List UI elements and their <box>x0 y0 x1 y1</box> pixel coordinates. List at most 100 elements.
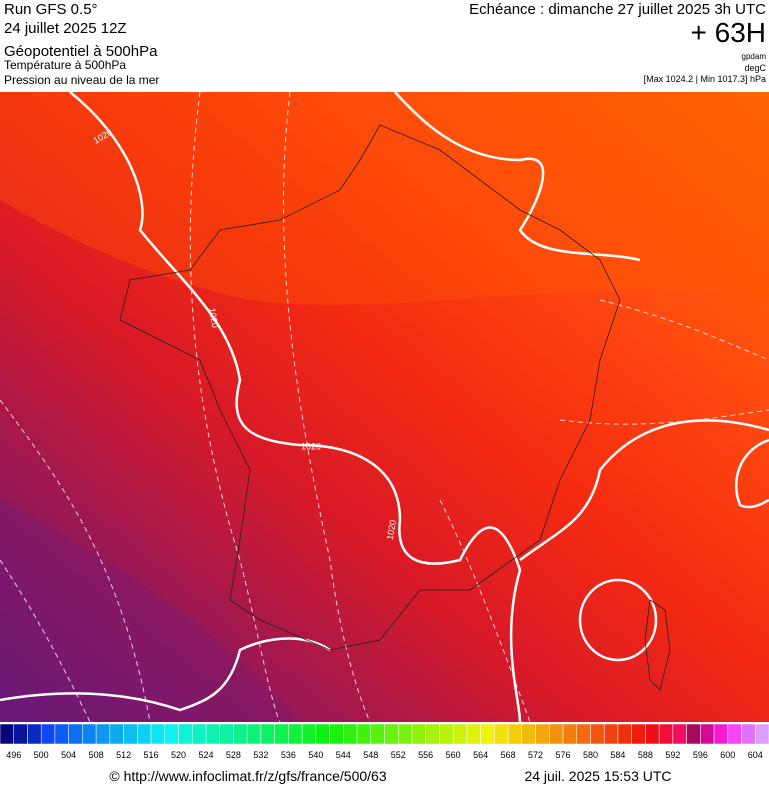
colorbar-label: 512 <box>116 750 131 760</box>
colorbar-swatch <box>343 723 358 745</box>
colorbar-swatch <box>741 723 756 745</box>
colorbar-label: 528 <box>226 750 241 760</box>
map-area <box>0 91 769 723</box>
field-band <box>0 500 300 722</box>
colorbar-swatch <box>452 723 468 745</box>
field-name: Pression au niveau de la mer <box>4 73 159 87</box>
valid-time: Echéance : dimanche 27 juillet 2025 3h U… <box>469 1 766 18</box>
colorbar-swatch <box>260 723 275 745</box>
colorbar-swatch <box>219 723 234 745</box>
colorbar-swatch <box>535 723 550 745</box>
colorbar-label: 592 <box>665 750 680 760</box>
colorbar-swatch <box>645 723 660 745</box>
colorbar-swatch <box>370 723 385 745</box>
isobar-label: 1020 <box>301 441 321 451</box>
colorbar-swatch <box>356 723 372 745</box>
colorbar-label: 588 <box>638 750 653 760</box>
colorbar-swatch <box>178 723 193 745</box>
colorbar-swatch <box>123 723 138 745</box>
colorbar-swatch <box>246 723 262 745</box>
isobar-label: 1020 <box>207 307 220 328</box>
colorbar-swatch <box>192 723 207 745</box>
colorbar-swatch <box>384 723 399 745</box>
colorbar-swatch <box>329 723 344 745</box>
colorbar-swatch <box>288 723 303 745</box>
colorbar-swatch <box>590 723 605 745</box>
colorbar-swatch <box>205 723 220 745</box>
colorbar-swatch <box>631 723 646 745</box>
colorbar-swatch <box>562 723 578 745</box>
colorbar-swatch <box>95 723 111 745</box>
colorbar-swatch <box>233 723 248 745</box>
colorbar-label: 536 <box>281 750 296 760</box>
colorbar-label: 572 <box>528 750 543 760</box>
colorbar-swatch <box>713 723 729 745</box>
colorbar-swatch <box>439 723 454 745</box>
colorbar-label: 532 <box>253 750 268 760</box>
colorbar-label: 560 <box>446 750 461 760</box>
isobar-label: 1020 <box>385 519 398 540</box>
run-title: Run GFS 0.5° <box>4 1 98 18</box>
colorbar-label: 556 <box>418 750 433 760</box>
colorbar-label: 508 <box>89 750 104 760</box>
field-name: Géopotentiel à 500hPa <box>4 43 158 60</box>
colorbar-label: 584 <box>610 750 625 760</box>
field-name: Température à 500hPa <box>4 58 126 72</box>
colorbar-swatch <box>315 723 330 745</box>
colorbar-label: 524 <box>198 750 213 760</box>
colorbar-swatch <box>397 723 413 745</box>
colorbar-swatch <box>164 723 179 745</box>
footer-date: 24 juil. 2025 15:53 UTC <box>524 768 671 784</box>
run-date: 24 juillet 2025 12Z <box>4 20 127 37</box>
colorbar-label: 552 <box>391 750 406 760</box>
colorbar-swatch <box>494 723 509 745</box>
colorbar-swatch <box>549 723 564 745</box>
temperature-field <box>0 92 769 722</box>
colorbar-swatch <box>686 723 701 745</box>
colorbar-swatch <box>425 723 440 745</box>
colorbar-label: 600 <box>720 750 735 760</box>
colorbar-label: 496 <box>6 750 21 760</box>
colorbar-label: 500 <box>34 750 49 760</box>
borders <box>119 124 671 691</box>
colorbar-swatch <box>658 723 674 745</box>
colorbar-swatch <box>40 723 56 745</box>
colorbar-swatch <box>672 723 687 745</box>
colorbar-label: 576 <box>556 750 571 760</box>
footer-url: © http://www.infoclimat.fr/z/gfs/france/… <box>109 768 386 784</box>
colorbar-swatch <box>466 723 481 745</box>
lead-time: + 63H <box>691 17 767 48</box>
colorbar-swatch <box>617 723 632 745</box>
colorbar-swatch <box>507 723 523 745</box>
colorbar-swatch <box>54 723 69 745</box>
colorbar-swatch <box>603 723 619 745</box>
colorbar-swatch <box>755 723 769 745</box>
colorbar-swatch <box>150 723 166 745</box>
colorbar-swatch <box>27 723 42 745</box>
colorbar-swatch <box>727 723 742 745</box>
colorbar-label: 596 <box>693 750 708 760</box>
colorbar-swatch <box>0 723 14 745</box>
colorbar-swatch <box>274 723 289 745</box>
colorbar-label: 516 <box>144 750 159 760</box>
colorbar-swatch <box>13 723 28 745</box>
colorbar-label: 544 <box>336 750 351 760</box>
unit: degC <box>744 63 766 73</box>
colorbar-label: 504 <box>61 750 76 760</box>
colorbar-label: 564 <box>473 750 488 760</box>
unit: gpdam <box>742 52 767 61</box>
isotherms <box>0 91 769 723</box>
isobars <box>0 91 769 723</box>
colorbar-swatch <box>82 723 97 745</box>
colorbar-swatch <box>576 723 591 745</box>
colorbar-swatch <box>700 723 715 745</box>
colorbar-swatch <box>301 723 317 745</box>
colorbar-label: 568 <box>501 750 516 760</box>
colorbar-swatch <box>109 723 124 745</box>
colorbar-swatch <box>68 723 83 745</box>
colorbar-swatch <box>411 723 426 745</box>
colorbar-swatch <box>137 723 152 745</box>
colorbar-label: 540 <box>308 750 323 760</box>
colorbar-label: 548 <box>363 750 378 760</box>
